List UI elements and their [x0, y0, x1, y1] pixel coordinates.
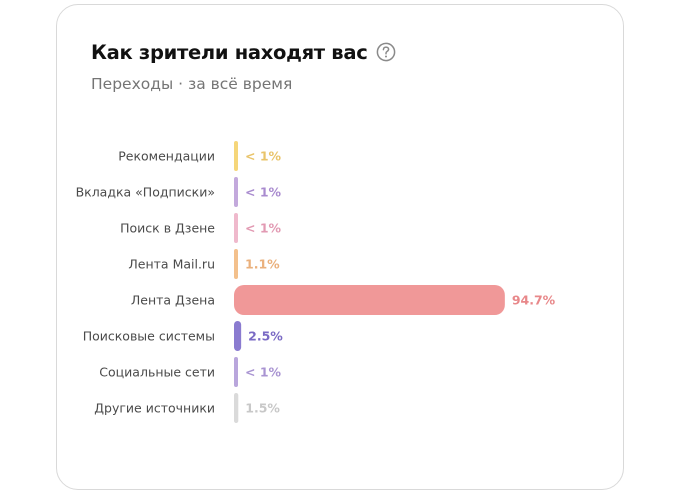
bar[interactable] [234, 213, 238, 243]
value-label: 1.1% [245, 257, 280, 272]
value-label: < 1% [245, 185, 282, 200]
category-label: Рекомендации [118, 149, 215, 164]
bar[interactable] [234, 141, 238, 171]
value-label: 94.7% [512, 293, 556, 308]
category-label: Другие источники [94, 401, 215, 416]
category-label: Лента Mail.ru [128, 257, 215, 272]
question-circle-icon[interactable] [376, 42, 396, 62]
bar[interactable] [234, 177, 238, 207]
bar[interactable] [234, 285, 505, 315]
value-label: 1.5% [245, 401, 280, 416]
value-label: < 1% [245, 365, 282, 380]
value-label: 2.5% [248, 329, 283, 344]
traffic-sources-card: Как зрители находят вас Переходы · за вс… [56, 4, 624, 490]
category-label: Вкладка «Подписки» [76, 185, 215, 200]
category-label: Лента Дзена [131, 293, 215, 308]
bar[interactable] [234, 393, 239, 423]
card-subtitle: Переходы · за всё время [91, 75, 293, 93]
category-label: Поиск в Дзене [120, 221, 215, 236]
card-header: Как зрители находят вас [91, 37, 396, 67]
value-label: < 1% [245, 149, 282, 164]
card-title: Как зрители находят вас [91, 40, 368, 64]
bar[interactable] [234, 321, 242, 351]
value-label: < 1% [245, 221, 282, 236]
category-label: Поисковые системы [83, 329, 215, 344]
bar[interactable] [234, 249, 238, 279]
bar[interactable] [234, 357, 238, 387]
category-label: Социальные сети [99, 365, 215, 380]
